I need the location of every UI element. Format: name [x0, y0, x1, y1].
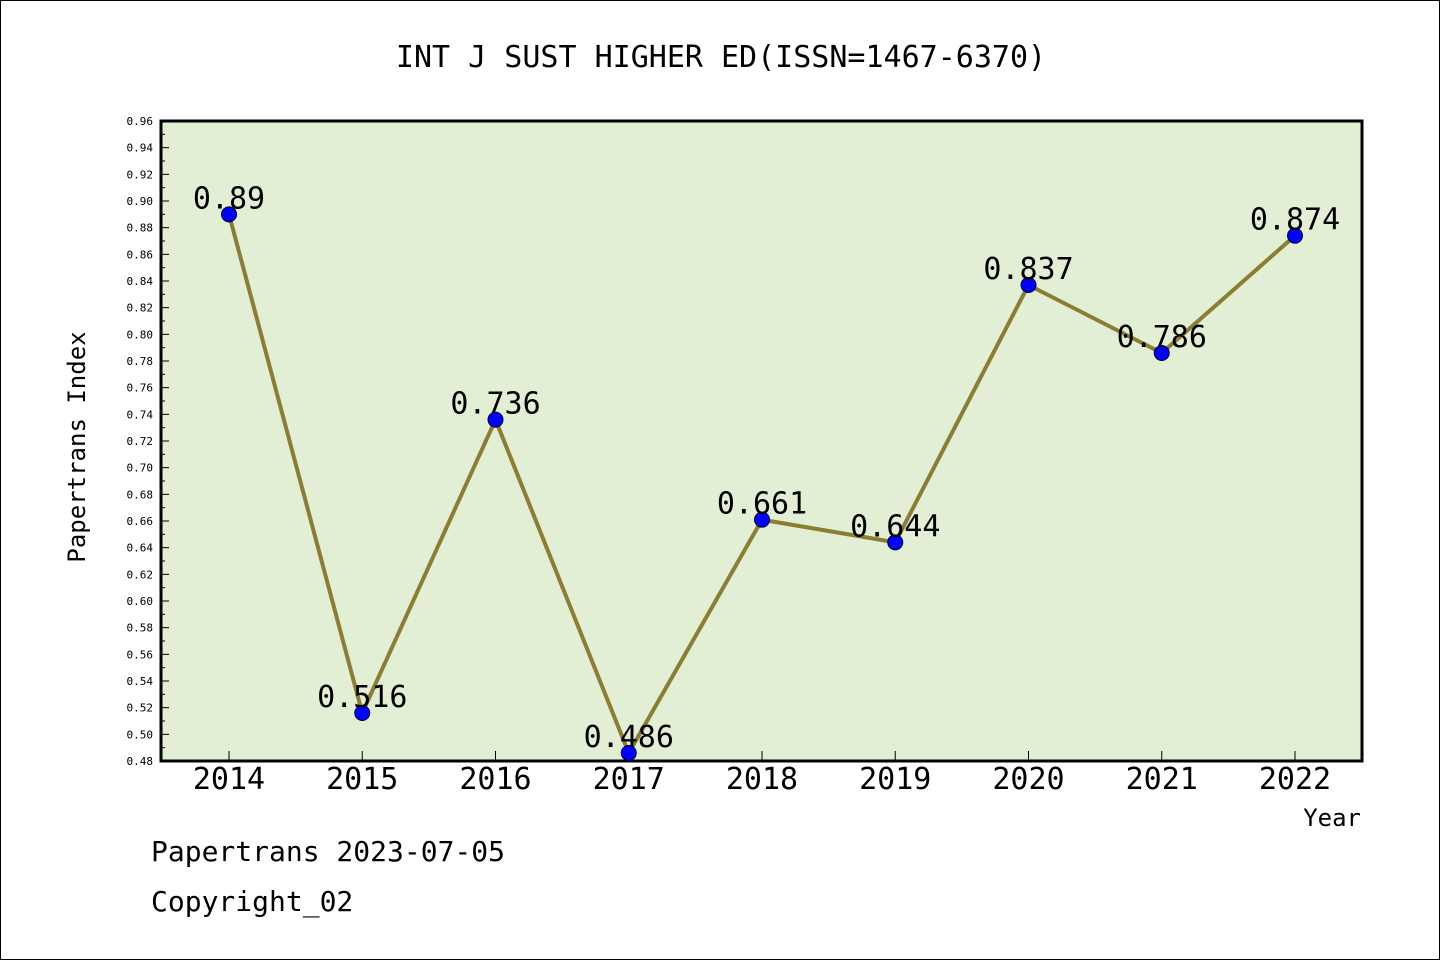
- y-tick-label: 0.58: [127, 622, 154, 635]
- y-tick-label: 0.74: [127, 408, 154, 421]
- y-tick-label: 0.62: [127, 568, 154, 581]
- data-point: [1153, 345, 1170, 361]
- data-point: [1287, 227, 1303, 244]
- y-tick-label: 0.86: [127, 248, 154, 261]
- x-tick-label: 2018: [726, 762, 798, 797]
- y-tick-label: 0.54: [127, 675, 154, 688]
- chart-title: INT J SUST HIGHER ED(ISSN=1467-6370): [396, 40, 1046, 75]
- data-labels: 0.89 0.516 0.736 0.486 0.661 0.644 0.837 0.786 0…: [193, 181, 1340, 755]
- x-tick-label: 2017: [593, 762, 665, 797]
- y-tick-label: 0.84: [127, 275, 154, 288]
- x-axis: 2014 2015 2016 2017 2018 2019 2020 2021 2022: [193, 751, 1331, 797]
- data-label: 0.89: [193, 181, 265, 216]
- data-point: [354, 705, 371, 721]
- y-tick-label: 0.92: [127, 168, 154, 181]
- x-tick-label: 2015: [326, 762, 398, 797]
- x-tick-label: 2014: [193, 762, 265, 797]
- footer-date: Papertrans 2023-07-05: [151, 835, 506, 868]
- data-point: [620, 745, 637, 761]
- data-point: [221, 206, 237, 223]
- x-tick-label: 2021: [1126, 762, 1198, 797]
- y-tick-label: 0.64: [127, 542, 154, 555]
- y-tick-label: 0.50: [127, 728, 154, 741]
- data-point: [887, 534, 904, 551]
- y-tick-label: 0.56: [127, 648, 154, 661]
- x-tick-label: 2020: [992, 762, 1064, 797]
- data-label: 0.644: [850, 509, 940, 544]
- x-axis-label: Year: [1303, 804, 1361, 832]
- y-tick-label: 0.96: [127, 115, 154, 128]
- y-tick-label: 0.78: [127, 355, 154, 368]
- y-axis: 0.48 0.50 0.52 0.54 0.56 0.58 0.60 0.62 0.64 0.66…: [127, 115, 169, 768]
- y-tick-label: 0.94: [127, 142, 154, 155]
- y-tick-label: 0.68: [127, 488, 154, 501]
- y-tick-label: 0.76: [127, 382, 154, 395]
- data-point: [1020, 277, 1037, 293]
- y-tick-label: 0.80: [127, 328, 154, 341]
- x-tick-label: 2022: [1259, 762, 1331, 797]
- data-label: 0.874: [1250, 203, 1340, 238]
- data-label: 0.736: [450, 387, 540, 422]
- y-tick-label: 0.60: [127, 595, 154, 608]
- y-tick-label: 0.90: [127, 195, 154, 208]
- y-tick-label: 0.82: [127, 302, 154, 315]
- footer-copyright: Copyright_02: [151, 885, 354, 918]
- data-point: [754, 511, 770, 528]
- y-axis-label: Papertrans Index: [63, 331, 91, 562]
- data-label: 0.837: [983, 252, 1073, 287]
- data-label: 0.486: [584, 720, 674, 755]
- x-tick-label: 2016: [459, 762, 531, 797]
- y-tick-label: 0.66: [127, 515, 154, 528]
- data-label: 0.661: [717, 487, 807, 522]
- y-tick-label: 0.48: [127, 755, 154, 768]
- data-points: [221, 206, 1303, 761]
- data-point: [487, 411, 504, 428]
- plot-area: [159, 119, 1364, 763]
- y-tick-label: 0.70: [127, 462, 154, 475]
- x-tick-label: 2019: [859, 762, 931, 797]
- y-tick-label: 0.72: [127, 435, 154, 448]
- data-label: 0.516: [317, 680, 407, 715]
- data-label: 0.786: [1117, 320, 1207, 355]
- y-tick-label: 0.52: [127, 702, 154, 715]
- y-tick-label: 0.88: [127, 222, 154, 235]
